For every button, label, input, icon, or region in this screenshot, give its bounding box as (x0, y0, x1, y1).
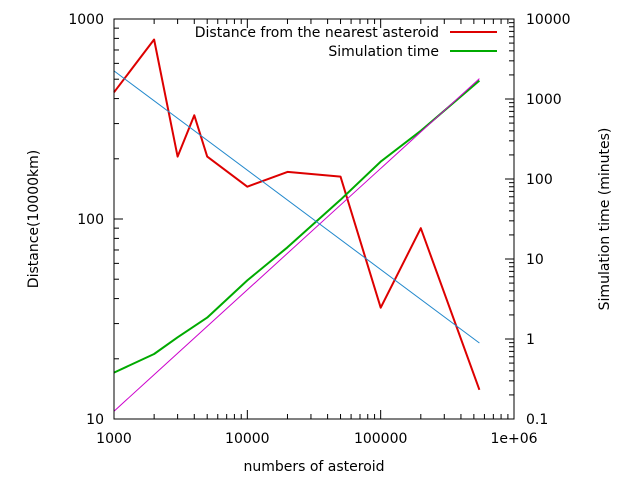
y-tick-label: 100 (77, 212, 104, 228)
series-layer (113, 38, 481, 412)
ticks-layer: 1000 10000 100000 1e+06 10 100 1000 0.1 1 10 100 10… (68, 12, 570, 447)
series-line-1 (113, 38, 481, 391)
series-line-4 (113, 70, 480, 344)
y2-tick-label: 1000 (526, 92, 562, 108)
y2-tick-label: 0.1 (526, 412, 548, 428)
legend-label-1: Distance from the nearest asteroid (195, 25, 439, 41)
x-tick-label: 100000 (354, 431, 407, 447)
x-axis-label: numbers of asteroid (243, 459, 384, 475)
series-line-2 (113, 79, 481, 374)
y-tick-label: 1000 (68, 12, 104, 28)
plot-frame (113, 18, 515, 420)
x-tick-label: 1000 (96, 431, 132, 447)
x-tick-label: 10000 (225, 431, 270, 447)
series-line-3 (113, 78, 480, 412)
y-axis-label: Distance(10000km) (26, 150, 42, 288)
y2-tick-label: 10 (526, 252, 544, 268)
x-tick-label: 1e+06 (490, 431, 537, 447)
y2-tick-label: 1 (526, 332, 535, 348)
y2-axis-label: Simulation time (minutes) (597, 128, 613, 311)
y2-tick-label: 10000 (526, 12, 571, 28)
legend-label-2: Simulation time (328, 44, 439, 60)
y2-tick-label: 100 (526, 172, 553, 188)
legend: Distance from the nearest asteroid Simula… (195, 25, 497, 60)
y-tick-label: 10 (86, 412, 104, 428)
